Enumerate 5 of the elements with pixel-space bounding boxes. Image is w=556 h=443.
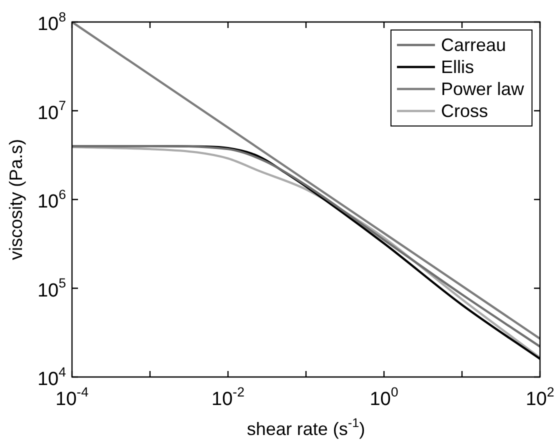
legend-label: Cross xyxy=(440,100,488,121)
legend-label: Power law xyxy=(440,78,525,99)
legend-label: Carreau xyxy=(440,34,506,55)
legend-label: Ellis xyxy=(440,56,474,77)
y-axis-title: viscosity (Pa.s) xyxy=(6,138,26,260)
